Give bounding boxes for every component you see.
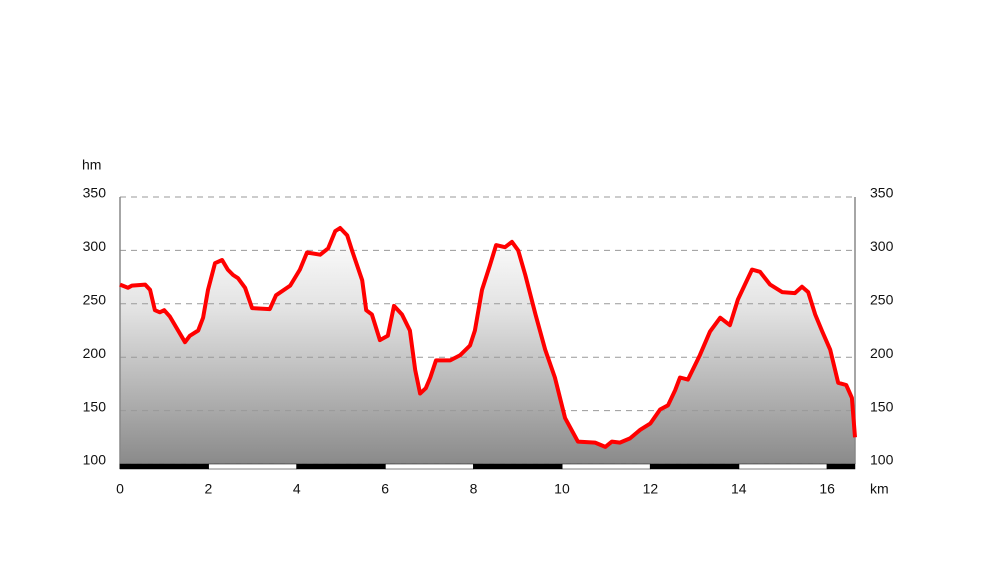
scale-bar-segment	[650, 463, 740, 470]
y2-tick-label: 250	[870, 292, 894, 308]
scale-bar-segment	[384, 463, 474, 470]
y2-tick-label: 100	[870, 452, 894, 468]
elevation-area	[120, 228, 855, 464]
elevation-line	[119, 226, 857, 449]
x-tick-label: 14	[731, 481, 747, 497]
y-tick-label: 150	[83, 398, 107, 414]
x-tick-label: 10	[554, 481, 570, 497]
x-tick-label: 0	[116, 481, 124, 497]
x-tick-label: 6	[381, 481, 389, 497]
x-tick-label: 4	[293, 481, 301, 497]
x-tick-label: 16	[819, 481, 835, 497]
y2-tick-label: 300	[870, 238, 894, 254]
scale-bar-segment	[208, 463, 298, 470]
x-tick-label: 12	[643, 481, 659, 497]
scale-bar-segment	[561, 463, 651, 470]
y-axis-label: hm	[82, 157, 101, 173]
scale-bar-segment	[296, 463, 386, 470]
scale-bar-segment	[473, 463, 563, 470]
y-tick-label: 100	[83, 452, 107, 468]
x-tick-label: 8	[470, 481, 478, 497]
y-tick-label: 250	[83, 292, 107, 308]
y-tick-label: 300	[83, 238, 107, 254]
scale-bar-segment	[738, 463, 828, 470]
x-tick-label: 2	[204, 481, 212, 497]
scale-bar-segment	[119, 463, 209, 470]
y-tick-label: 350	[83, 185, 107, 201]
x-axis-label: km	[870, 481, 889, 497]
scale-bar-segment	[826, 463, 856, 470]
y2-tick-label: 150	[870, 398, 894, 414]
y2-tick-label: 350	[870, 185, 894, 201]
y-tick-label: 200	[83, 345, 107, 361]
y2-tick-label: 200	[870, 345, 894, 361]
